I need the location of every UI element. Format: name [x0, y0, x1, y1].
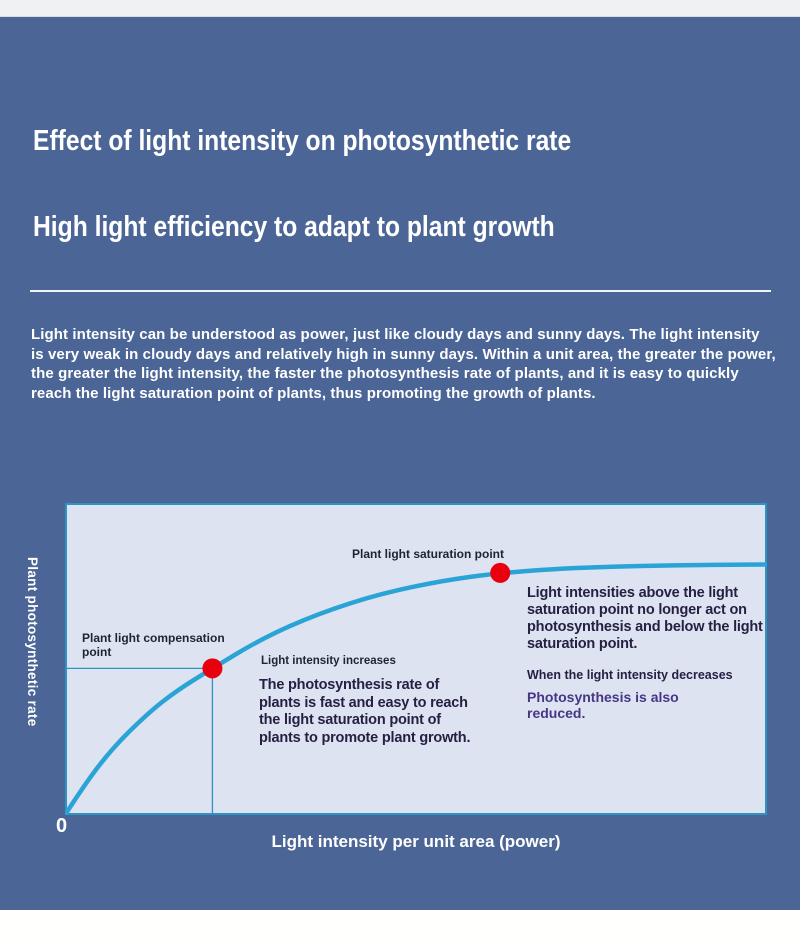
light-decrease-label: When the light intensity decreases [527, 668, 733, 682]
reduced-photosynthesis-note: Photosynthesis is also reduced. [527, 689, 679, 721]
y-axis-label: Plant photosynthetic rate [25, 557, 40, 727]
x-axis-label: Light intensity per unit area (power) [271, 832, 561, 851]
top-margin-strip [0, 0, 800, 17]
saturation-point-marker [490, 562, 511, 583]
fast-photosynthesis-note: The photosynthesis rate of plants is fas… [259, 677, 471, 746]
saturation-point-label: Plant light saturation point [352, 547, 504, 561]
light-intensity-chart: Plant photosynthetic rate Plant light co… [0, 430, 800, 880]
origin-tick-label: 0 [56, 815, 68, 837]
photosynthesis-curve [65, 562, 767, 815]
page-title: Effect of light intensity on photosynthe… [33, 125, 572, 157]
compensation-point-label: Plant light compensation point [82, 631, 225, 659]
plot-panel [65, 503, 767, 815]
bottom-margin-strip [0, 910, 800, 937]
divider-line [30, 290, 771, 292]
compensation-point-marker [202, 658, 223, 679]
photosynthesis-curve-svg [65, 503, 767, 815]
page-subtitle: High light efficiency to adapt to plant … [33, 211, 555, 243]
plot-area: Plant light compensation point Plant lig… [65, 503, 767, 815]
intro-paragraph: Light intensity can be understood as pow… [31, 326, 776, 402]
light-increase-label: Light intensity increases [261, 655, 396, 667]
saturation-note: Light intensities above the light satura… [527, 585, 763, 652]
